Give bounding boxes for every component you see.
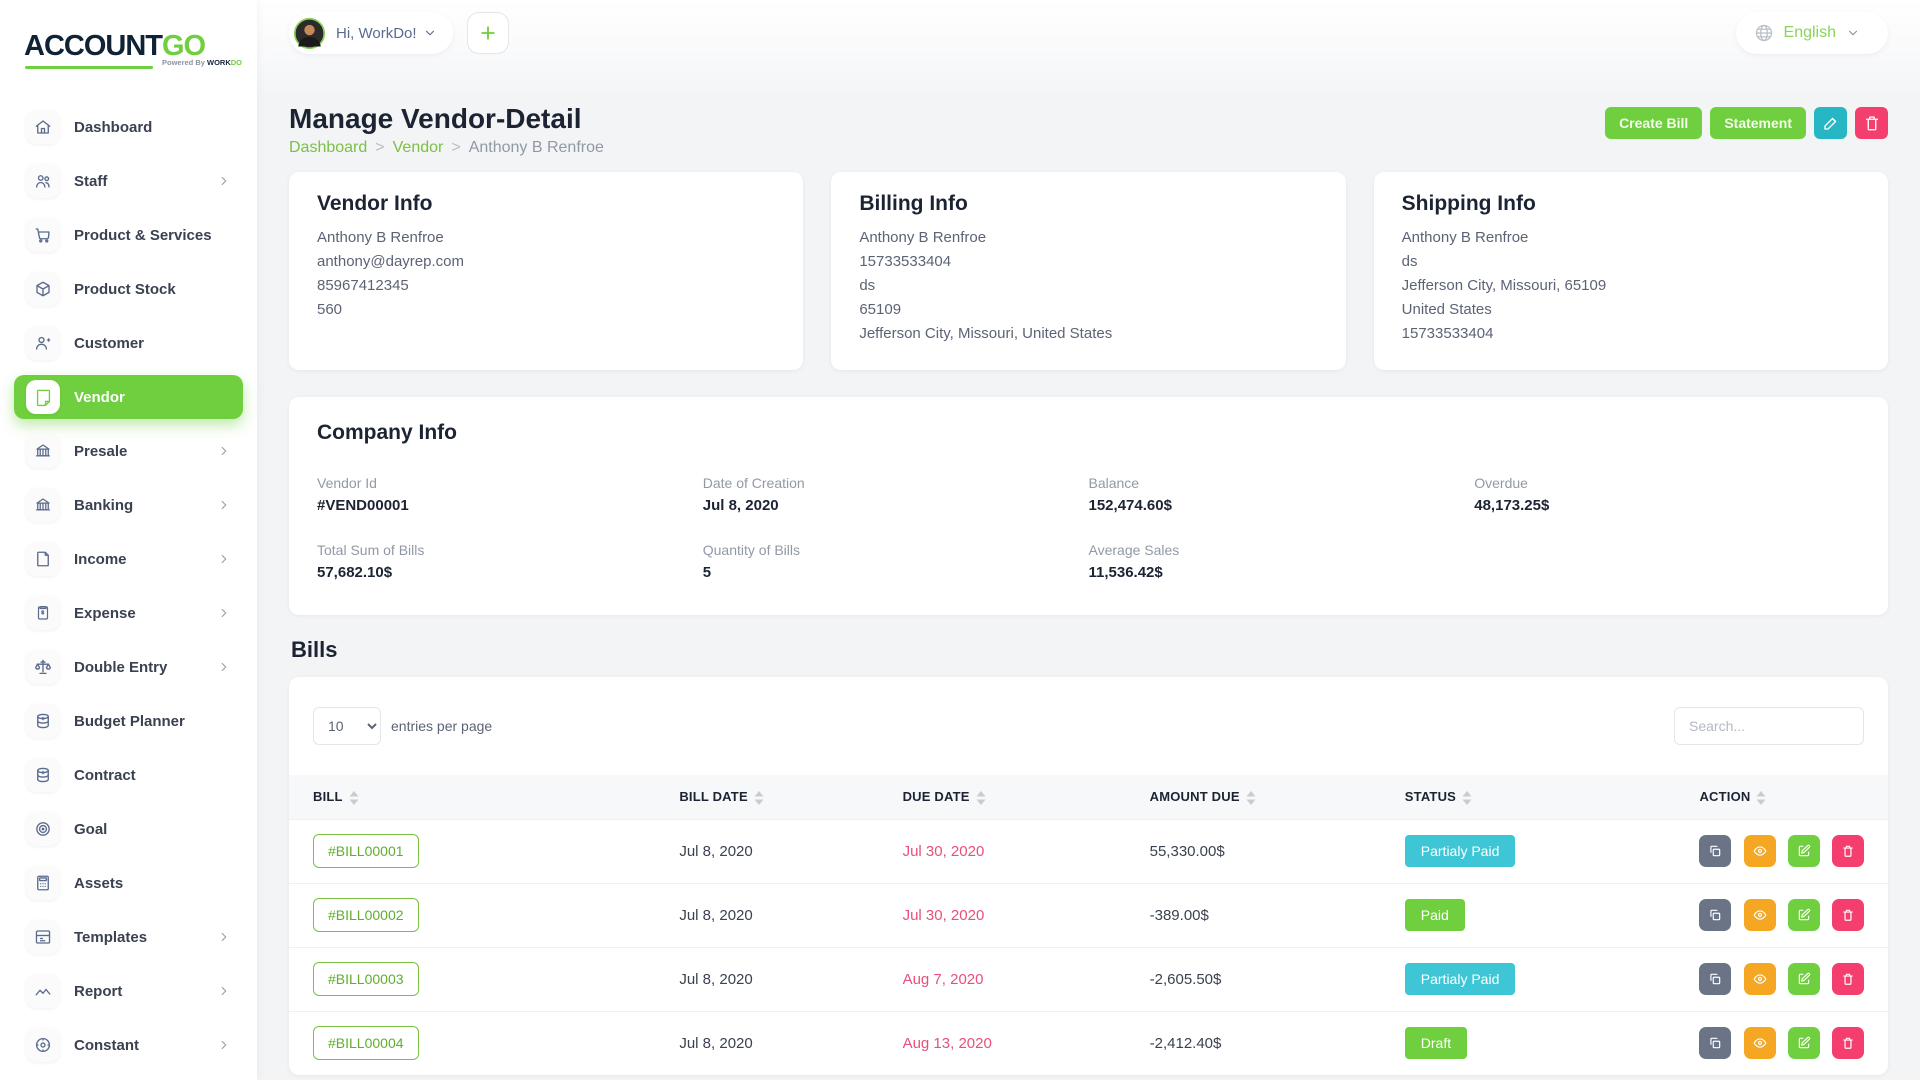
svg-text:Powered By WORKDO: Powered By WORKDO: [162, 58, 242, 67]
